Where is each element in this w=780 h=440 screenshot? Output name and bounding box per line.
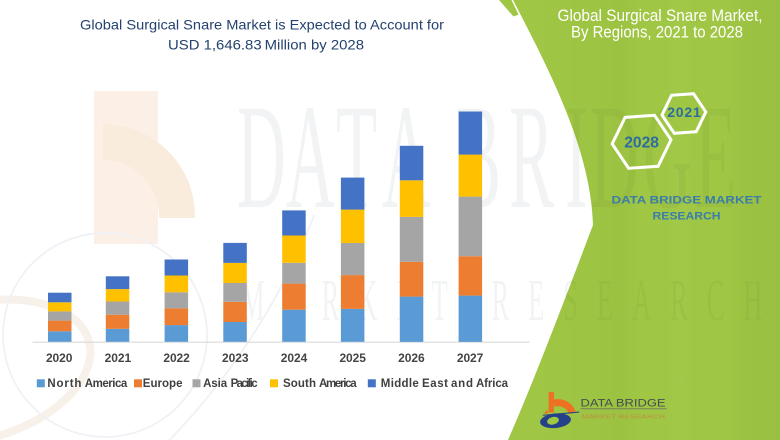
svg-text:DATA BRIDGE MARKET: DATA BRIDGE MARKET <box>612 195 762 207</box>
svg-text:RESEARCH: RESEARCH <box>653 210 721 222</box>
svg-text:DATA BRIDGE: DATA BRIDGE <box>581 397 666 409</box>
svg-text:2026: 2026 <box>398 351 425 365</box>
svg-text:2021: 2021 <box>667 104 701 120</box>
svg-text:2024: 2024 <box>281 351 308 365</box>
svg-text:Global Surgical Snare Market i: Global Surgical Snare Market is Expected… <box>80 17 444 33</box>
svg-text:2021: 2021 <box>105 351 132 365</box>
svg-text:Europe: Europe <box>143 378 183 390</box>
svg-text:2028: 2028 <box>624 135 659 152</box>
svg-text:2027: 2027 <box>457 351 484 365</box>
svg-text:2022: 2022 <box>163 351 190 365</box>
svg-text:2025: 2025 <box>339 351 366 365</box>
svg-text:Global Surgical Snare Market,: Global Surgical Snare Market, <box>558 6 763 25</box>
svg-text:2020: 2020 <box>46 351 73 365</box>
svg-text:2023: 2023 <box>222 351 249 365</box>
svg-text:USD 1,646.83 Million by 2028: USD 1,646.83 Million by 2028 <box>168 37 364 53</box>
svg-text:MARKET RESEARCH: MARKET RESEARCH <box>582 415 666 421</box>
svg-text:By Regions, 2021 to 2028: By Regions, 2021 to 2028 <box>571 23 743 42</box>
